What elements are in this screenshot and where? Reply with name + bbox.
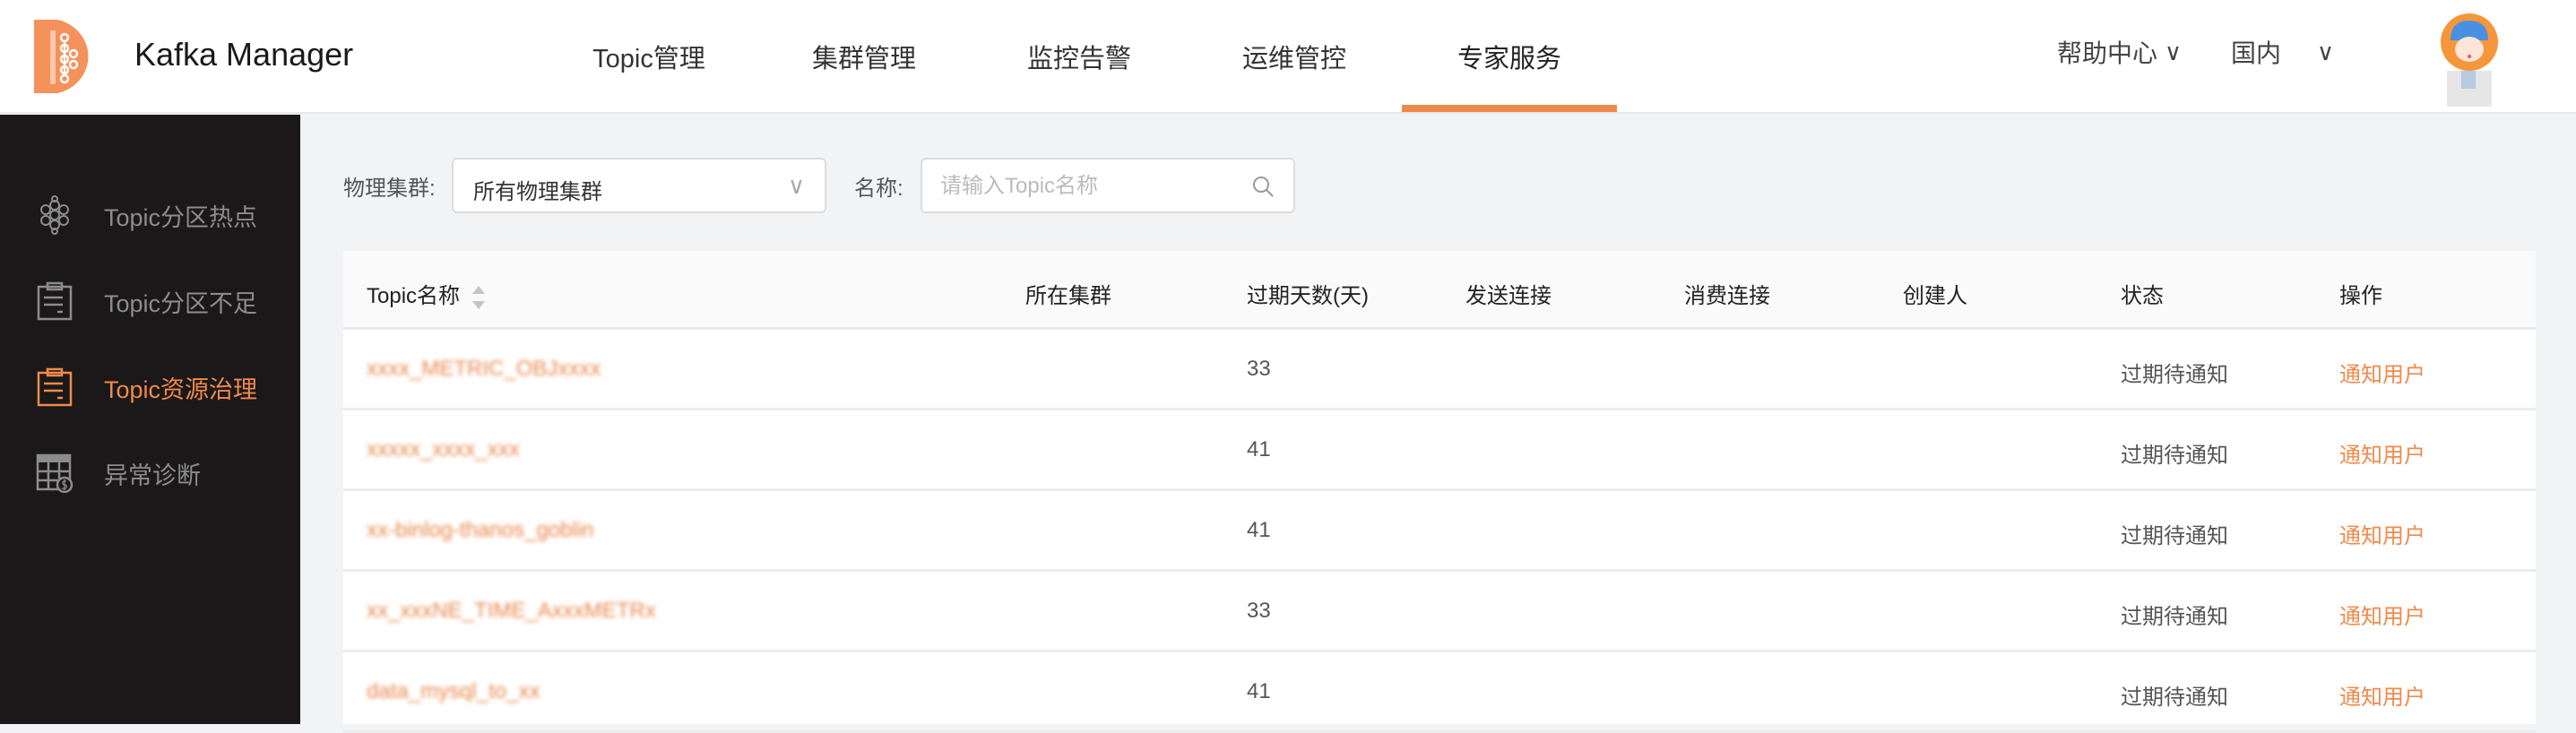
cluster-select-value: 所有物理集群 <box>473 180 602 204</box>
name-filter-label: 名称: <box>854 177 903 201</box>
sidebar-item-label: 异常诊断 <box>104 461 201 489</box>
sidebar-item-label: Topic分区不足 <box>104 289 258 317</box>
table-row: xx_xxxNE_TIME_AxxxMETRx 33 过期待通知 通知用户 <box>343 572 2536 652</box>
help-center-label: 帮助中心 <box>2057 39 2158 67</box>
search-icon[interactable] <box>1250 174 1275 199</box>
column-header-consume-conn: 消费连接 <box>1684 284 1770 308</box>
chevron-down-icon: ∨ <box>787 172 805 199</box>
expire-days-cell: 41 <box>1247 437 1271 461</box>
notify-user-link[interactable]: 通知用户 <box>2339 524 2425 548</box>
help-center-dropdown[interactable]: 帮助中心 ∨ <box>2057 34 2182 70</box>
notify-user-link[interactable]: 通知用户 <box>2339 686 2425 710</box>
column-label: Topic名称 <box>367 284 461 308</box>
cluster-filter-label: 物理集群: <box>343 177 436 201</box>
notify-user-link[interactable]: 通知用户 <box>2339 605 2425 629</box>
topic-name-link[interactable]: data_mysql_to_xx <box>367 679 540 703</box>
expire-days-cell: 41 <box>1247 518 1271 542</box>
sidebar-item-label: Topic分区热点 <box>104 203 258 231</box>
clipboard-icon <box>37 281 73 321</box>
sidebar-item-topic-partition-insufficient[interactable]: Topic分区不足 <box>0 265 300 337</box>
region-label: 国内 <box>2231 39 2282 67</box>
table-row: xxxx_METRIC_OBJxxxx 33 过期待通知 通知用户 <box>343 330 2536 410</box>
status-cell: 过期待通知 <box>2121 524 2228 548</box>
column-header-cluster: 所在集群 <box>1025 284 1111 308</box>
nav-monitoring-alerts[interactable]: 监控告警 <box>1026 45 1132 73</box>
column-header-action: 操作 <box>2339 284 2382 308</box>
sidebar-item-topic-resource-governance[interactable]: Topic资源治理 <box>0 351 300 423</box>
sidebar-item-topic-partition-hotspot[interactable]: Topic分区热点 <box>0 179 300 251</box>
nav-topic-management[interactable]: Topic管理 <box>592 45 705 73</box>
expire-days-cell: 41 <box>1247 679 1271 703</box>
sidebar-item-anomaly-diagnosis[interactable]: 异常诊断 <box>0 437 300 509</box>
table-header: Topic名称 所在集群 过期天数(天) 发送连接 消费连接 创建人 状态 操作 <box>343 251 2536 330</box>
user-avatar[interactable] <box>2440 13 2499 107</box>
app-title: Kafka Manager <box>134 36 354 73</box>
column-header-creator: 创建人 <box>1903 284 1967 308</box>
table-dollar-icon <box>36 453 73 493</box>
expire-days-cell: 33 <box>1247 357 1271 381</box>
top-header: Kafka Manager Topic管理 集群管理 监控告警 运维管控 专家服… <box>0 0 2576 114</box>
notify-user-link[interactable]: 通知用户 <box>2339 363 2425 387</box>
nav-cluster-management[interactable]: 集群管理 <box>811 45 917 73</box>
cluster-select[interactable]: 所有物理集群 ∨ <box>452 158 826 213</box>
sort-icon[interactable] <box>472 285 486 309</box>
chevron-down-icon: ∨ <box>2165 38 2183 65</box>
topic-name-link[interactable]: xxxxx_xxxx_xxx <box>367 437 520 461</box>
topic-name-search[interactable] <box>921 158 1295 213</box>
table-row: xx-binlog-thanos_goblin 41 过期待通知 通知用户 <box>343 491 2536 572</box>
sidebar: Topic分区热点 Topic分区不足 Topic资源治理 异常诊断 <box>0 115 300 724</box>
column-header-produce-conn: 发送连接 <box>1465 284 1552 308</box>
topic-name-input[interactable] <box>940 170 1236 203</box>
region-dropdown[interactable]: 国内 ∨ <box>2231 34 2334 70</box>
column-header-expire-days: 过期天数(天) <box>1247 284 1369 308</box>
honeycomb-icon <box>40 195 69 235</box>
notify-user-link[interactable]: 通知用户 <box>2339 444 2425 468</box>
status-cell: 过期待通知 <box>2121 605 2228 629</box>
topic-name-link[interactable]: xx_xxxNE_TIME_AxxxMETRx <box>367 599 656 623</box>
status-cell: 过期待通知 <box>2121 363 2228 387</box>
topic-name-link[interactable]: xxxx_METRIC_OBJxxxx <box>367 357 601 381</box>
topic-name-link[interactable]: xx-binlog-thanos_goblin <box>367 518 594 542</box>
active-nav-indicator <box>1402 105 1617 112</box>
kafka-manager-logo <box>34 20 89 93</box>
column-header-topic-name[interactable]: Topic名称 <box>367 278 486 309</box>
column-header-status: 状态 <box>2121 284 2164 308</box>
expire-days-cell: 33 <box>1247 599 1271 623</box>
status-cell: 过期待通知 <box>2121 444 2228 468</box>
chevron-down-icon: ∨ <box>2317 38 2335 65</box>
status-cell: 过期待通知 <box>2121 686 2228 710</box>
topic-governance-table: Topic名称 所在集群 过期天数(天) 发送连接 消费连接 创建人 状态 操作… <box>343 251 2536 733</box>
nav-expert-service[interactable]: 专家服务 <box>1457 45 1562 73</box>
table-row: xxxxx_xxxx_xxx 41 过期待通知 通知用户 <box>343 410 2536 491</box>
clipboard-icon <box>37 367 73 407</box>
sidebar-item-label: Topic资源治理 <box>104 375 258 403</box>
nav-ops-control[interactable]: 运维管控 <box>1241 45 1347 73</box>
table-row: data_mysql_to_xx 41 过期待通知 通知用户 <box>343 652 2536 733</box>
